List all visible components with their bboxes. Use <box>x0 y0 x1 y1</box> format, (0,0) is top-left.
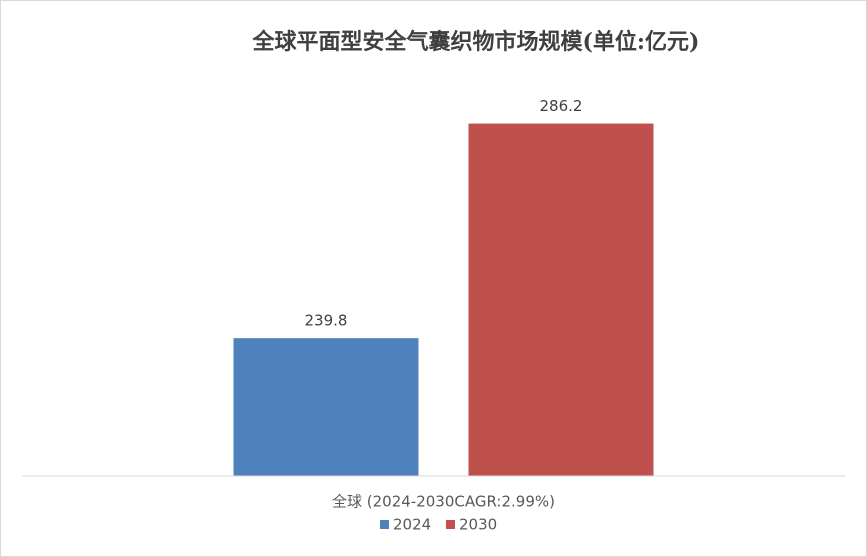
data-label: 239.8 <box>305 312 348 330</box>
chart-title: 全球平面型安全气囊织物市场规模(单位:亿元) <box>252 29 700 55</box>
legend-label: 2030 <box>459 516 497 534</box>
bar <box>233 338 419 476</box>
x-tick-label: 全球 (2024-2030CAGR:2.99%) <box>332 493 555 511</box>
legend-label: 2024 <box>393 516 431 534</box>
data-label: 286.2 <box>540 97 583 115</box>
legend-swatch <box>446 520 455 529</box>
legend-swatch <box>380 520 389 529</box>
bar <box>468 123 654 476</box>
